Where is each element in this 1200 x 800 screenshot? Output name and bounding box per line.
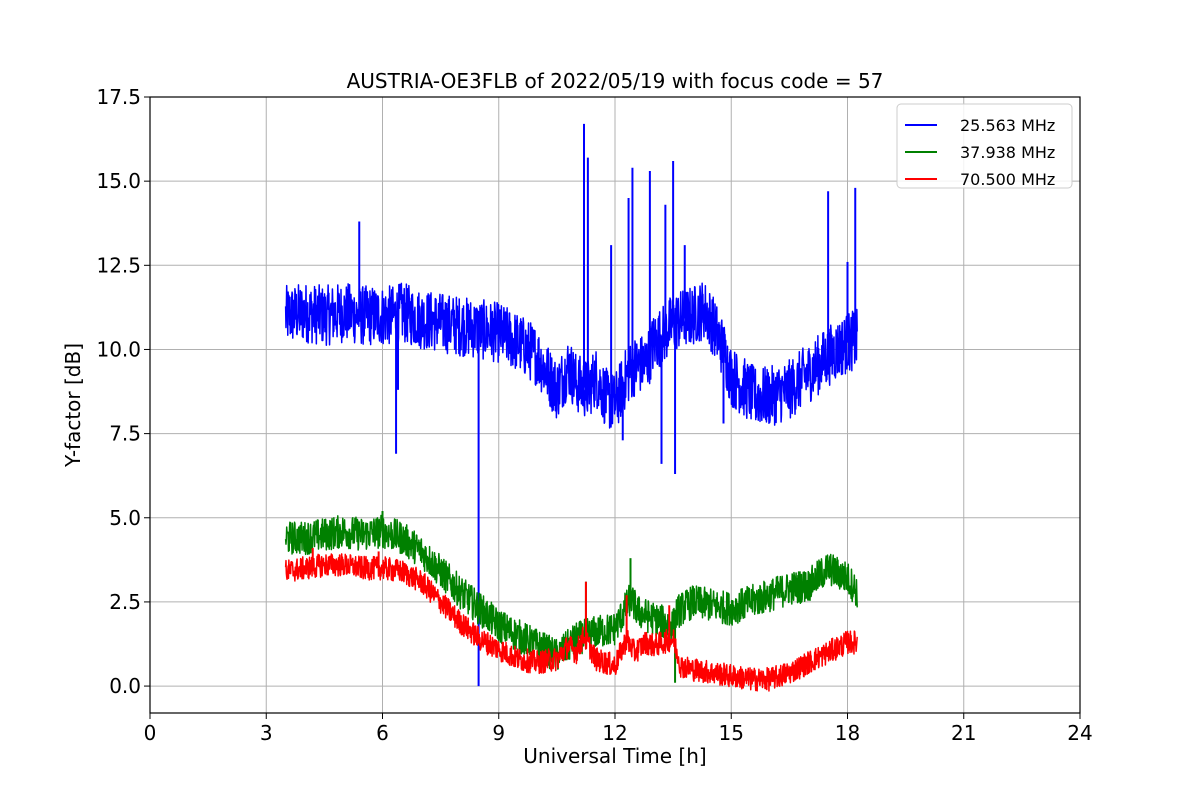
series-line (284, 553, 858, 692)
y-tick-label: 0.0 (109, 674, 141, 698)
series-2 (284, 548, 858, 692)
series-line (284, 282, 858, 429)
x-tick-label: 15 (719, 721, 744, 745)
y-tick-label: 15.0 (96, 169, 141, 193)
legend-label: 70.500 MHz (960, 170, 1055, 189)
x-tick-label: 9 (492, 721, 505, 745)
y-axis-ticks: 0.0 2.5 5.0 7.5 10.0 12.5 15.0 17.5 (96, 85, 150, 698)
y-tick-label: 2.5 (109, 590, 141, 614)
series-0 (284, 123, 858, 687)
x-tick-label: 21 (951, 721, 976, 745)
y-axis-label: Y-factor [dB] (61, 343, 85, 468)
x-tick-label: 18 (835, 721, 860, 745)
legend-label: 25.563 MHz (960, 116, 1055, 135)
y-tick-label: 5.0 (109, 506, 141, 530)
x-tick-label: 0 (144, 721, 157, 745)
legend-label: 37.938 MHz (960, 143, 1055, 162)
y-tick-label: 17.5 (96, 85, 141, 109)
x-axis-label: Universal Time [h] (523, 744, 706, 768)
x-axis-ticks: 0 3 6 9 12 15 18 21 24 (144, 713, 1093, 745)
legend-box (896, 103, 1073, 189)
x-tick-label: 3 (260, 721, 273, 745)
y-tick-label: 10.0 (96, 337, 141, 361)
x-tick-label: 12 (602, 721, 627, 745)
series-layer (284, 123, 858, 692)
x-tick-label: 6 (376, 721, 389, 745)
y-tick-label: 7.5 (109, 422, 141, 446)
y-tick-label: 12.5 (96, 253, 141, 277)
legend: 25.563 MHz 37.938 MHz 70.500 MHz (896, 103, 1073, 189)
chart-title: AUSTRIA-OE3FLB of 2022/05/19 with focus … (347, 69, 884, 93)
x-tick-label: 24 (1067, 721, 1092, 745)
